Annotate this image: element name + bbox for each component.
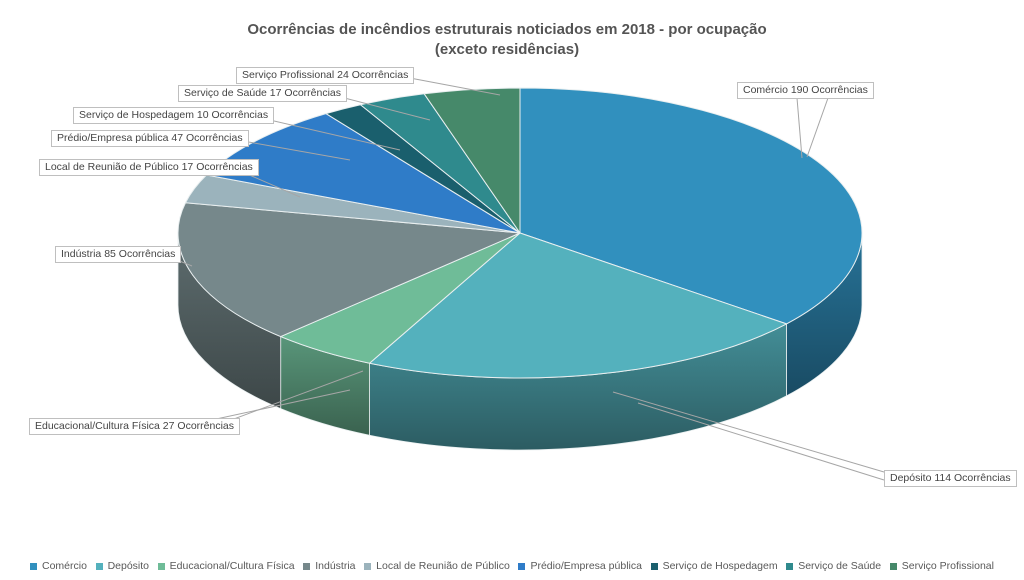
chart-title: Ocorrências de incêndios estruturais not… [0, 20, 1014, 60]
callout-local-reuniao[interactable]: Local de Reunião de Público 17 Ocorrênci… [39, 159, 259, 176]
legend-label: Prédio/Empresa pública [530, 560, 642, 572]
pie-slice-3[interactable] [177, 202, 521, 338]
legend-item-educacional[interactable]: Educacional/Cultura Física [157, 560, 295, 572]
legend-marker-educacional [157, 562, 165, 570]
callout-industria[interactable]: Indústria 85 Ocorrências [55, 246, 182, 263]
callout-deposito[interactable]: Depósito 114 Ocorrências [884, 470, 1017, 487]
legend-marker-saude [786, 562, 794, 570]
legend-marker-local-reuniao [364, 562, 372, 570]
legend-item-profissional[interactable]: Serviço Profissional [889, 560, 994, 572]
legend-marker-comercio [30, 562, 37, 570]
legend-label: Serviço de Hospedagem [662, 560, 778, 572]
legend-label: Serviço de Saúde [798, 560, 882, 572]
legend-item-saude[interactable]: Serviço de Saúde [786, 560, 881, 572]
callout-predio[interactable]: Prédio/Empresa pública 47 Ocorrências [51, 130, 249, 147]
legend-item-deposito[interactable]: Depósito [95, 560, 150, 572]
legend-marker-hospedagem [650, 562, 658, 570]
pie-slice-1[interactable] [369, 232, 787, 379]
legend-item-comercio[interactable]: Comércio [30, 560, 87, 572]
legend-label: Serviço Profissional [901, 560, 994, 572]
chart-legend: Comércio Depósito Educacional/Cultura Fí… [30, 560, 994, 572]
chart-title-line1: Ocorrências de incêndios estruturais not… [247, 21, 767, 38]
callout-comercio[interactable]: Comércio 190 Ocorrências [737, 82, 874, 99]
leader-line-0 [806, 97, 829, 158]
legend-marker-profissional [889, 562, 897, 570]
legend-label: Depósito [107, 560, 150, 572]
legend-marker-predio [518, 562, 526, 570]
callout-hospedagem[interactable]: Serviço de Hospedagem 10 Ocorrências [73, 107, 275, 124]
legend-label: Local de Reunião de Público [376, 560, 510, 572]
callout-profissional[interactable]: Serviço Profissional 24 Ocorrências [236, 67, 415, 84]
pie-slice-0[interactable] [519, 87, 863, 325]
leader-line-2 [206, 389, 351, 422]
legend-label: Indústria [315, 560, 356, 572]
callout-saude[interactable]: Serviço de Saúde 17 Ocorrências [178, 85, 348, 102]
leader-line-1 [637, 402, 885, 481]
leader-line-0 [796, 97, 803, 159]
legend-label: Comércio [42, 560, 87, 572]
chart-title-line2: (exceto residências) [434, 41, 580, 58]
legend-marker-industria [303, 562, 311, 570]
callout-educacional[interactable]: Educacional/Cultura Física 27 Ocorrência… [29, 418, 241, 435]
legend-item-local-reuniao[interactable]: Local de Reunião de Público [364, 560, 510, 572]
legend-item-hospedagem[interactable]: Serviço de Hospedagem [650, 560, 778, 572]
legend-item-predio[interactable]: Prédio/Empresa pública [518, 560, 642, 572]
legend-item-industria[interactable]: Indústria [303, 560, 356, 572]
leader-line-1 [612, 391, 885, 473]
legend-label: Educacional/Cultura Física [169, 560, 295, 572]
legend-marker-deposito [95, 562, 103, 570]
